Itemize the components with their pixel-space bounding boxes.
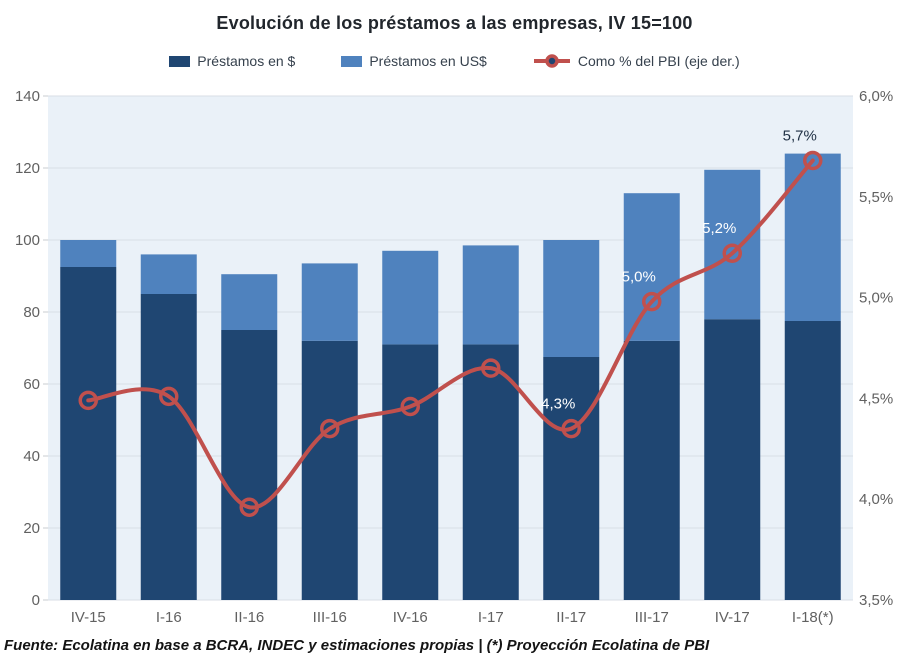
bar-usd	[301, 263, 358, 341]
bar-usd	[140, 254, 197, 294]
legend-item-usd: Préstamos en US$	[341, 53, 487, 69]
x-axis-label: III-17	[635, 609, 669, 626]
pbi-line-marker	[400, 396, 420, 417]
left-axis-label: 20	[23, 520, 40, 537]
bar-pesos	[140, 294, 197, 600]
legend-label-pesos: Préstamos en $	[197, 53, 296, 69]
pesos-swatch-icon	[169, 55, 191, 67]
pbi-line-marker	[481, 358, 501, 378]
x-axis-label: II-16	[234, 609, 264, 626]
legend: Préstamos en $ Préstamos en US$ Como % d…	[0, 53, 909, 69]
pbi-line-marker	[642, 291, 662, 312]
bar-usd	[382, 250, 439, 345]
pbi-data-label: 5,0%	[622, 269, 656, 286]
bar-usd	[543, 240, 600, 357]
legend-item-pbi: Como % del PBI (eje der.)	[533, 53, 740, 69]
bar-usd	[623, 193, 680, 341]
chart-title: Evolución de los préstamos a las empresa…	[216, 13, 693, 33]
bar-usd	[462, 245, 519, 345]
pbi-line-marker	[78, 390, 98, 411]
bar-pesos	[623, 340, 680, 600]
pbi-data-label: 4,3%	[541, 396, 575, 413]
pbi-line-marker	[320, 418, 340, 439]
bar-pesos	[382, 344, 439, 600]
usd-swatch-icon	[341, 55, 363, 67]
bar-pesos	[462, 344, 519, 600]
legend-label-pbi: Como % del PBI (eje der.)	[577, 53, 740, 69]
x-axis-label: I-16	[156, 609, 182, 626]
right-axis-label: 5,0%	[859, 290, 893, 307]
legend-label-usd: Préstamos en US$	[369, 53, 487, 69]
bar-pesos	[60, 267, 117, 600]
right-axis-label: 3,5%	[859, 592, 893, 609]
right-axis-label: 5,5%	[859, 189, 893, 206]
x-axis-label: IV-17	[715, 609, 750, 626]
left-axis-label: 140	[15, 88, 40, 105]
pbi-line-marker	[561, 418, 581, 439]
x-axis-label: I-17	[478, 609, 504, 626]
bar-pesos	[221, 330, 278, 600]
pbi-line-marker	[159, 386, 179, 407]
bar-usd	[784, 153, 841, 321]
pbi-line	[86, 158, 815, 510]
x-axis-label: III-16	[313, 609, 347, 626]
x-axis-label: IV-15	[71, 609, 106, 626]
x-axis-label: I-18(*)	[792, 609, 834, 626]
left-axis-label: 0	[32, 592, 40, 609]
right-axis-label: 6,0%	[859, 88, 893, 105]
left-axis-label: 60	[23, 376, 40, 393]
left-axis-label: 80	[23, 304, 40, 321]
bar-pesos	[543, 357, 600, 600]
bar-usd	[60, 240, 117, 267]
left-axis-label: 40	[23, 448, 40, 465]
right-axis-label: 4,5%	[859, 390, 893, 407]
left-axis-label: 100	[15, 232, 40, 249]
pbi-line-marker	[239, 497, 259, 518]
pbi-data-label: 5,7%	[783, 128, 817, 145]
right-axis-label: 4,0%	[859, 491, 893, 508]
x-axis-label: II-17	[556, 609, 586, 626]
legend-item-pesos: Préstamos en $	[169, 53, 295, 69]
bar-pesos	[301, 340, 358, 600]
bar-usd	[221, 274, 278, 330]
pbi-line-marker	[803, 150, 823, 171]
source-note: Fuente: Ecolatina en base a BCRA, INDEC …	[4, 637, 710, 654]
pbi-line-marker	[722, 243, 742, 263]
left-axis-label: 120	[15, 160, 40, 177]
line-marker-icon	[533, 54, 570, 68]
bar-pesos	[784, 321, 841, 600]
pbi-data-label: 5,2%	[702, 220, 736, 237]
x-axis-label: IV-16	[393, 609, 428, 626]
bar-pesos	[704, 319, 761, 600]
